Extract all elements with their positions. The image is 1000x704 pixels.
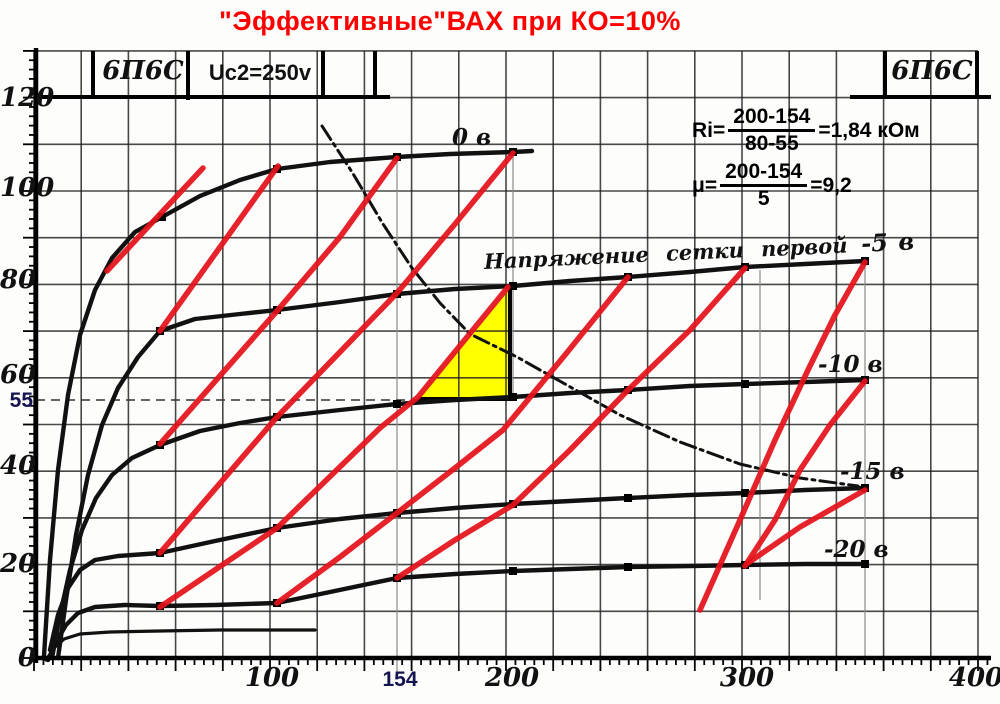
operating-point-marker (741, 380, 749, 388)
x-special-label-154: 154 (382, 668, 418, 691)
mu-fraction: 200-154 5 (720, 161, 808, 211)
power-limit-dashdot-curve (320, 124, 860, 488)
red-load-line (394, 265, 748, 581)
ri-fraction: 200-154 80-55 (728, 105, 816, 156)
ri-lhs: Ri= (692, 118, 726, 142)
red-load-line (157, 150, 516, 556)
operating-point-marker (741, 489, 749, 497)
y-tick-label-60: 60 (0, 360, 37, 390)
screen-voltage-label: Uc2=250v (208, 60, 312, 85)
operating-point-marker (509, 567, 517, 575)
y-tick-label-20: 20 (0, 549, 37, 579)
operating-point-marker (624, 494, 632, 502)
mu-formula: μ= 200-154 5 =9,2 (692, 161, 920, 210)
red-load-line (157, 163, 281, 334)
mu-numerator: 200-154 (720, 161, 808, 188)
y-tick-label-40: 40 (0, 451, 37, 481)
operating-point-marker (393, 400, 401, 408)
calculation-formulas: Ri= 200-154 80-55 =1,84 кОм μ= 200-154 5… (692, 105, 920, 216)
ri-numerator: 200-154 (728, 105, 816, 133)
curve-label-minus5v: -5 в (860, 226, 915, 258)
tube-type-label-right: 6П6С (891, 56, 973, 86)
ri-formula: Ri= 200-154 80-55 =1,84 кОм (692, 105, 920, 156)
mu-lhs: μ= (692, 173, 718, 197)
page-title: "Эффективные"ВАХ при КО=10% (219, 6, 681, 36)
operating-point-marker (158, 213, 166, 221)
red-load-line (274, 274, 631, 606)
tube-type-label-left: 6П6С (102, 56, 184, 86)
curve-label-minus10v: -10 в (818, 351, 883, 378)
x-tick-label-300: 300 (719, 663, 775, 693)
x-tick-label-100: 100 (244, 663, 300, 693)
anode-curve (47, 485, 868, 653)
anode-curve (44, 628, 317, 662)
y-tick-label-80: 80 (0, 265, 37, 295)
y-tick-label-0: 0 (17, 643, 36, 673)
ri-result: =1,84 кОм (818, 118, 920, 142)
red-load-line (745, 487, 868, 566)
ri-denominator: 80-55 (744, 132, 799, 156)
x-tick-label-400: 400 (948, 663, 1000, 693)
curve-label-minus20v: -20 в (824, 536, 889, 563)
operating-point-marker (509, 282, 517, 290)
operating-point-marker (509, 393, 517, 401)
red-load-line (697, 259, 868, 613)
anode-curve (45, 561, 868, 663)
curve-label-minus15v: -15 в (840, 458, 905, 485)
red-load-line (157, 155, 400, 447)
curve-label-0v: 0 в (452, 124, 492, 151)
operating-point-marker (624, 563, 632, 571)
red-load-line (742, 378, 868, 569)
y-special-label-55: 55 (9, 389, 33, 412)
operating-point-marker (861, 560, 869, 568)
y-tick-label-120: 120 (0, 83, 55, 113)
mu-denominator: 5 (757, 187, 770, 211)
red-load-line (104, 165, 206, 274)
red-load-line (157, 284, 511, 610)
y-tick-label-100: 100 (0, 173, 55, 203)
mu-result: =9,2 (810, 173, 852, 197)
x-tick-label-200: 200 (484, 663, 540, 693)
